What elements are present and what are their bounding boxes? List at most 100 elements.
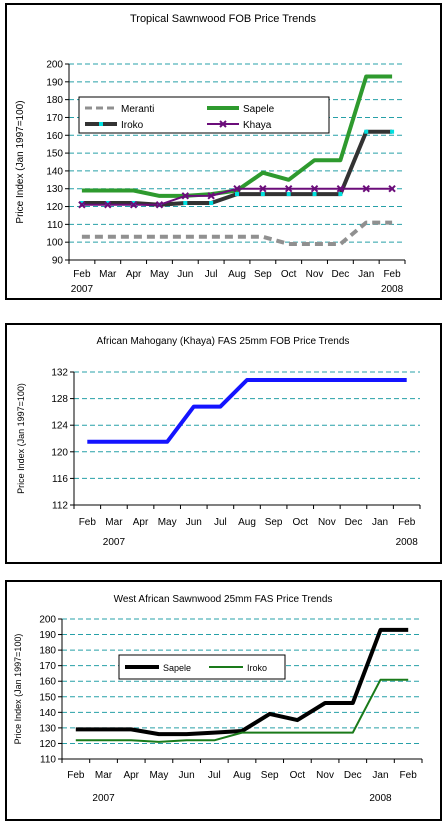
y-tick-label: 200 <box>39 615 56 626</box>
x-tick-label: Feb <box>73 269 91 280</box>
series-line-price <box>87 378 407 444</box>
data-point-khaya <box>181 192 190 200</box>
data-point-khaya <box>104 201 112 209</box>
y-axis-label: Price Index (Jan 1997=100) <box>15 100 26 223</box>
y-tick-label: 170 <box>39 661 56 672</box>
x-tick-label: Jun <box>177 269 193 280</box>
y-tick-label: 112 <box>52 501 68 512</box>
y-tick-label: 116 <box>52 474 68 485</box>
x-tick-label: Sep <box>265 517 283 528</box>
series-line-meranti <box>81 220 393 246</box>
y-tick-label: 120 <box>46 202 63 213</box>
chart-svg: West African Sawnwood 25mm FAS Price Tre… <box>13 594 423 804</box>
x-tick-label: Dec <box>345 517 363 528</box>
chart-title: African Mahogany (Khaya) FAS 25mm FOB Pr… <box>97 336 350 347</box>
legend-item-iroko: Iroko <box>209 663 267 673</box>
data-point-khaya <box>207 192 215 200</box>
year-label: 2008 <box>381 284 404 295</box>
x-tick-label: Mar <box>95 770 113 781</box>
chart-title: West African Sawnwood 25mm FAS Price Tre… <box>114 594 333 605</box>
x-tick-label: Jan <box>372 517 388 528</box>
data-point-iroko <box>286 192 291 197</box>
x-tick-label: Jul <box>208 770 221 781</box>
series-line-sapele <box>75 627 409 737</box>
x-tick-label: Feb <box>67 770 85 781</box>
data-point-iroko <box>390 129 395 134</box>
x-tick-label: Feb <box>400 770 418 781</box>
x-tick-label: Feb <box>79 517 97 528</box>
x-tick-label: Feb <box>398 517 416 528</box>
data-point-khaya <box>259 185 267 193</box>
x-tick-label: Oct <box>290 770 306 781</box>
chart-legend: Sapele Iroko <box>118 654 286 680</box>
y-tick-label: 140 <box>39 708 56 719</box>
x-tick-label: Aug <box>238 517 256 528</box>
x-tick-label: Dec <box>344 770 362 781</box>
x-tick-label: Jan <box>372 770 388 781</box>
y-tick-label: 110 <box>40 755 56 766</box>
x-tick-label: Apr <box>123 770 139 781</box>
y-tick-label: 130 <box>39 723 56 734</box>
y-tick-label: 124 <box>51 421 68 432</box>
data-point-iroko <box>338 192 343 197</box>
y-tick-label: 120 <box>39 739 56 750</box>
svg-text:Meranti: Meranti <box>121 104 154 115</box>
legend-item-meranti: Meranti <box>85 104 154 115</box>
y-tick-label: 180 <box>39 646 56 657</box>
chart-tropical-sawnwood: Tropical Sawnwood FOB Price Trends 90 100… <box>5 3 442 300</box>
y-tick-label: 90 <box>52 256 64 267</box>
data-point-khaya <box>155 201 164 209</box>
y-tick-label: 170 <box>46 113 63 124</box>
x-tick-label: Jul <box>214 517 227 528</box>
year-label: 2008 <box>396 537 419 548</box>
legend-item-sapele: Sapele <box>125 663 191 673</box>
year-label: 2008 <box>369 793 392 804</box>
x-tick-label: Dec <box>331 269 349 280</box>
data-point-khaya <box>284 185 293 193</box>
x-tick-label: May <box>150 269 169 280</box>
y-tick-label: 150 <box>39 692 56 703</box>
x-tick-label: Mar <box>99 269 117 280</box>
y-axis-label: Price Index (Jan 1997=100) <box>16 383 26 494</box>
data-point-khaya <box>388 185 396 193</box>
data-point-iroko <box>312 192 317 197</box>
chart-svg: Tropical Sawnwood FOB Price Trends 90 100… <box>15 13 406 295</box>
x-tick-label: Jan <box>358 269 374 280</box>
data-point-iroko <box>260 192 265 197</box>
y-tick-label: 110 <box>47 220 63 231</box>
x-tick-label: Aug <box>228 269 246 280</box>
y-tick-label: 130 <box>46 184 63 195</box>
legend-item-khaya: Khaya <box>207 120 272 131</box>
data-point-iroko <box>235 192 239 197</box>
legend-item-iroko: Iroko <box>85 120 144 131</box>
data-point-iroko <box>183 200 188 205</box>
y-tick-label: 190 <box>39 630 56 641</box>
x-tick-label: Aug <box>233 770 251 781</box>
data-point-iroko <box>209 200 214 205</box>
y-tick-label: 180 <box>46 95 63 106</box>
data-point-iroko <box>105 200 110 205</box>
y-tick-label: 160 <box>39 677 56 688</box>
x-tick-label: Mar <box>105 517 123 528</box>
x-tick-label: Jul <box>205 269 218 280</box>
x-tick-label: Nov <box>306 269 324 280</box>
y-tick-label: 160 <box>46 131 63 142</box>
y-tick-label: 150 <box>46 149 63 160</box>
x-tick-label: Apr <box>126 269 142 280</box>
x-tick-label: Feb <box>383 269 401 280</box>
data-point-khaya <box>310 185 319 193</box>
chart-african-mahogany: African Mahogany (Khaya) FAS 25mm FOB Pr… <box>5 323 442 564</box>
svg-text:Sapele: Sapele <box>163 663 191 673</box>
svg-text:Khaya: Khaya <box>243 120 272 131</box>
x-tick-label: Apr <box>133 517 149 528</box>
y-tick-label: 132 <box>51 368 68 379</box>
data-point-iroko <box>79 200 84 205</box>
x-tick-label: Jun <box>186 517 202 528</box>
data-point-iroko <box>364 129 369 134</box>
x-tick-label: Nov <box>316 770 334 781</box>
x-tick-label: May <box>149 770 168 781</box>
data-point-khaya <box>336 185 345 193</box>
y-tick-label: 200 <box>46 60 63 71</box>
x-tick-label: Jun <box>179 770 195 781</box>
y-tick-label: 190 <box>46 77 63 88</box>
